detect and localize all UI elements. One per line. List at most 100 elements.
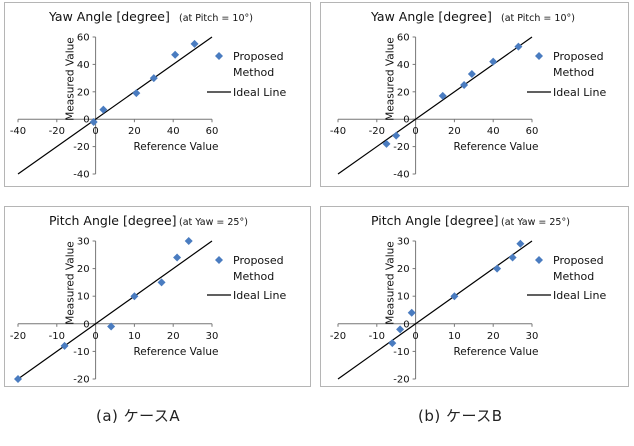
y-tick-label: -40: [393, 170, 409, 181]
legend-label-proposed: Proposed Method: [233, 254, 284, 283]
y-tick-label: -20: [393, 375, 409, 386]
y-tick-label: 60: [77, 33, 90, 44]
data-point: [489, 57, 498, 66]
x-tick-label: 0: [92, 331, 98, 342]
chart-title: Yaw Angle [degree]: [48, 9, 170, 24]
y-tick-label: 10: [397, 292, 410, 303]
data-point: [171, 50, 180, 59]
chart-svg: Pitch Angle [degree] (at Yaw = 25°) -20 -1…: [330, 213, 607, 386]
data-point: [149, 74, 158, 83]
y-tick-label: 0: [83, 319, 89, 330]
y-tick-label: 40: [397, 60, 410, 71]
legend-marker-proposed: [535, 52, 543, 60]
y-axis-label: Measured Value: [65, 241, 77, 324]
legend-label-ideal: Ideal Line: [553, 86, 606, 99]
y-tick-label: 20: [77, 264, 90, 275]
x-axis-label: Reference Value: [453, 346, 538, 358]
chart-title: Pitch Angle [degree]: [371, 213, 499, 228]
y-tick-label: -40: [73, 170, 89, 181]
y-tick-label: -20: [393, 142, 409, 153]
y-tick-label: -10: [393, 347, 409, 358]
chart-title: Yaw Angle [degree]: [370, 9, 492, 24]
legend-label-proposed: Proposed Method: [553, 254, 604, 283]
chart-subtitle: (at Pitch = 10°): [501, 13, 575, 24]
x-tick-label: 60: [526, 126, 539, 137]
data-point: [60, 341, 69, 350]
legend-marker-proposed: [215, 52, 223, 60]
data-point: [132, 89, 141, 98]
chart-panel-yaw-a: Yaw Angle [degree] (at Pitch = 10°) -40 -2…: [4, 2, 311, 187]
data-point: [382, 139, 391, 148]
y-tick-label: 30: [77, 237, 90, 248]
y-tick-label: 20: [77, 87, 90, 98]
chart-subtitle: (at Yaw = 25°): [179, 217, 248, 228]
data-point: [396, 325, 405, 334]
data-point: [493, 264, 502, 273]
data-point: [516, 239, 525, 248]
data-point: [460, 80, 469, 89]
x-tick-label: 0: [412, 331, 418, 342]
y-tick-label: 60: [397, 33, 410, 44]
chart-title: Pitch Angle [degree]: [49, 213, 177, 228]
x-tick-label: -20: [369, 126, 385, 137]
x-tick-label: 10: [448, 331, 461, 342]
legend-marker-proposed: [535, 256, 543, 264]
y-tick-label: -20: [73, 375, 89, 386]
y-tick-label: 0: [83, 115, 89, 126]
x-axis-label: Reference Value: [133, 141, 218, 153]
y-tick-label: 40: [77, 60, 90, 71]
x-tick-label: -20: [10, 331, 26, 342]
x-tick-label: 30: [206, 331, 219, 342]
ideal-line: [17, 240, 213, 380]
legend-label-ideal: Ideal Line: [233, 86, 286, 99]
y-tick-label: -10: [73, 347, 89, 358]
data-point: [438, 91, 447, 100]
data-point: [407, 308, 416, 317]
data-point: [14, 375, 22, 383]
x-tick-label: 20: [167, 331, 180, 342]
chart-panel-pitch-a: Pitch Angle [degree] (at Yaw = 25°) -20 -1…: [4, 206, 311, 387]
legend-label-ideal: Ideal Line: [233, 289, 286, 302]
x-tick-label: -40: [330, 126, 346, 137]
legend-label-proposed: Proposed Method: [233, 50, 284, 79]
x-tick-label: 40: [487, 126, 500, 137]
caption-case-b: (b) ケースB: [418, 407, 503, 425]
x-tick-label: -10: [369, 331, 385, 342]
y-tick-label: 20: [397, 87, 410, 98]
x-axis-label: Reference Value: [133, 346, 218, 358]
x-tick-label: 60: [206, 126, 219, 137]
y-tick-label: 0: [403, 319, 409, 330]
data-point: [514, 42, 523, 51]
y-tick-label: -20: [73, 142, 89, 153]
data-point: [107, 322, 116, 331]
x-tick-label: 40: [167, 126, 180, 137]
chart-panel-pitch-b: Pitch Angle [degree] (at Yaw = 25°) -20 -1…: [320, 206, 629, 387]
y-axis-label: Measured Value: [65, 37, 77, 120]
data-point: [130, 292, 139, 301]
data-point: [190, 39, 199, 48]
ideal-line: [337, 240, 533, 380]
data-point: [89, 117, 98, 126]
chart-subtitle: (at Pitch = 10°): [179, 13, 253, 24]
legend-marker-proposed: [215, 256, 223, 264]
data-point: [392, 131, 401, 140]
chart-svg: Pitch Angle [degree] (at Yaw = 25°) -20 -1…: [10, 213, 287, 386]
x-tick-label: 20: [487, 331, 500, 342]
x-tick-label: 20: [448, 126, 461, 137]
chart-svg: Yaw Angle [degree] (at Pitch = 10°) -40 -2…: [330, 9, 607, 181]
y-tick-label: 30: [397, 237, 410, 248]
x-tick-label: -20: [49, 126, 65, 137]
x-tick-label: 0: [92, 126, 98, 137]
data-point: [157, 278, 166, 287]
y-tick-label: 20: [397, 264, 410, 275]
x-tick-label: 20: [128, 126, 141, 137]
x-axis-label: Reference Value: [453, 141, 538, 153]
y-tick-label: 0: [403, 115, 409, 126]
y-axis-label: Measured Value: [385, 241, 397, 324]
x-tick-label: -10: [49, 331, 65, 342]
x-tick-label: 0: [412, 126, 418, 137]
y-axis-label: Measured Value: [385, 37, 397, 120]
data-point: [388, 339, 397, 348]
ideal-line: [337, 36, 533, 175]
data-point: [450, 292, 459, 301]
